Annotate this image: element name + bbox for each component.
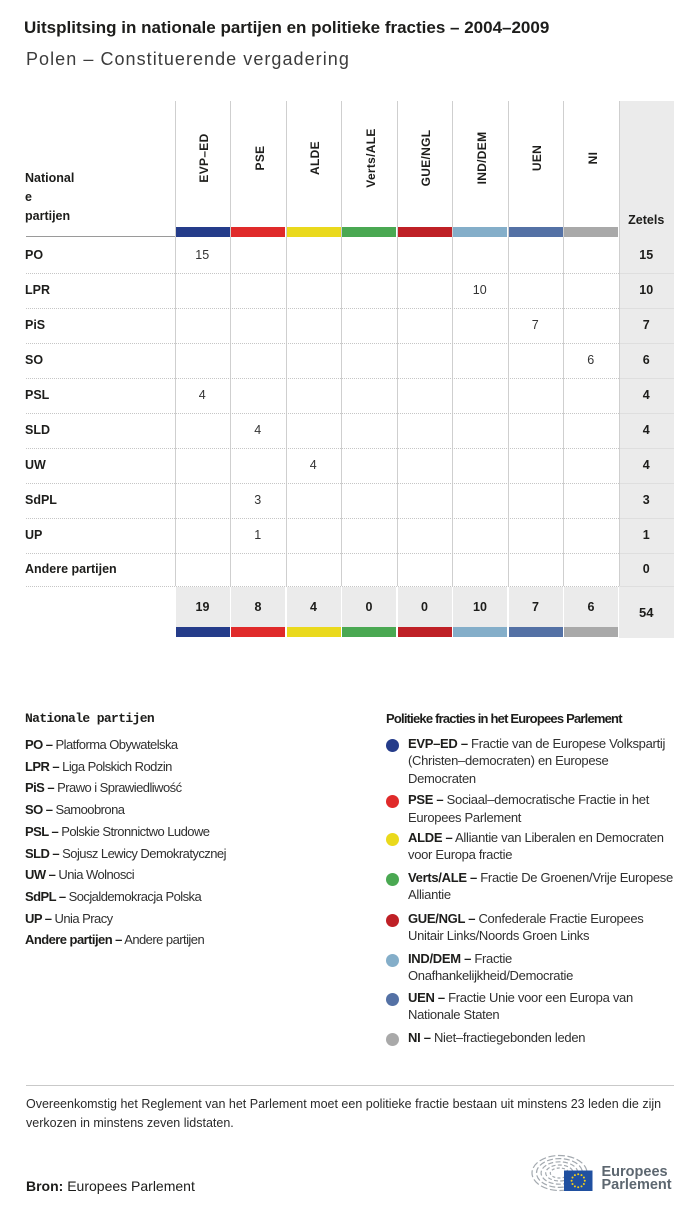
svg-text:Europees: Europees	[602, 1164, 668, 1180]
svg-text:Parlement: Parlement	[602, 1177, 672, 1193]
